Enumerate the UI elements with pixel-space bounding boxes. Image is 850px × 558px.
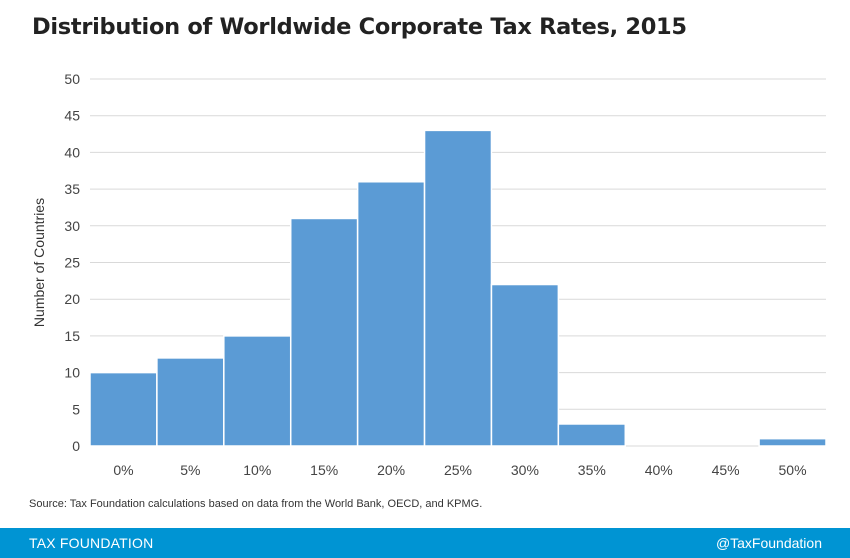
histogram-bar (557, 423, 627, 447)
x-tick-label: 5% (180, 462, 200, 478)
x-tick-label: 15% (310, 462, 338, 478)
y-tick-label: 35 (64, 181, 80, 197)
x-tick-label: 40% (645, 462, 673, 478)
footer-brand: TAX FOUNDATION (29, 535, 154, 551)
y-tick-label: 0 (72, 438, 80, 454)
histogram-bar (758, 437, 827, 447)
x-tick-label: 45% (712, 462, 740, 478)
y-tick-label: 40 (64, 144, 80, 160)
y-tick-label: 5 (72, 401, 80, 417)
histogram-chart: 0 5 10 15 20 25 30 35 40 45 50 0% 5% 10% 15% 20% 25% 30% 3… (31, 71, 827, 478)
x-tick-label: 10% (243, 462, 271, 478)
x-tick-label: 25% (444, 462, 472, 478)
x-tick-label: 30% (511, 462, 539, 478)
y-tick-label: 45 (64, 108, 80, 124)
histogram-bar (156, 357, 225, 447)
histogram-bar (490, 283, 560, 447)
histogram-bar (223, 335, 292, 447)
footer-handle: @TaxFoundation (715, 535, 822, 551)
histogram-bar (289, 217, 359, 447)
footer-bar: TAX FOUNDATION @TaxFoundation (0, 528, 850, 558)
x-tick-label: 0% (113, 462, 133, 478)
histogram-bar (356, 181, 426, 447)
x-tick-label: 20% (377, 462, 405, 478)
histogram-bar (89, 371, 158, 447)
y-tick-label: 10 (64, 365, 80, 381)
y-tick-label: 25 (64, 255, 80, 271)
chart-title: Distribution of Worldwide Corporate Tax … (32, 14, 687, 40)
x-tick-label: 35% (578, 462, 606, 478)
source-note: Source: Tax Foundation calculations base… (29, 498, 483, 510)
y-tick-label: 50 (64, 71, 80, 87)
histogram-bar (423, 129, 493, 447)
y-axis-label: Number of Countries (31, 198, 47, 327)
y-tick-label: 15 (64, 328, 80, 344)
y-tick-label: 30 (64, 218, 80, 234)
y-tick-label: 20 (64, 291, 80, 307)
x-tick-label: 50% (779, 462, 807, 478)
